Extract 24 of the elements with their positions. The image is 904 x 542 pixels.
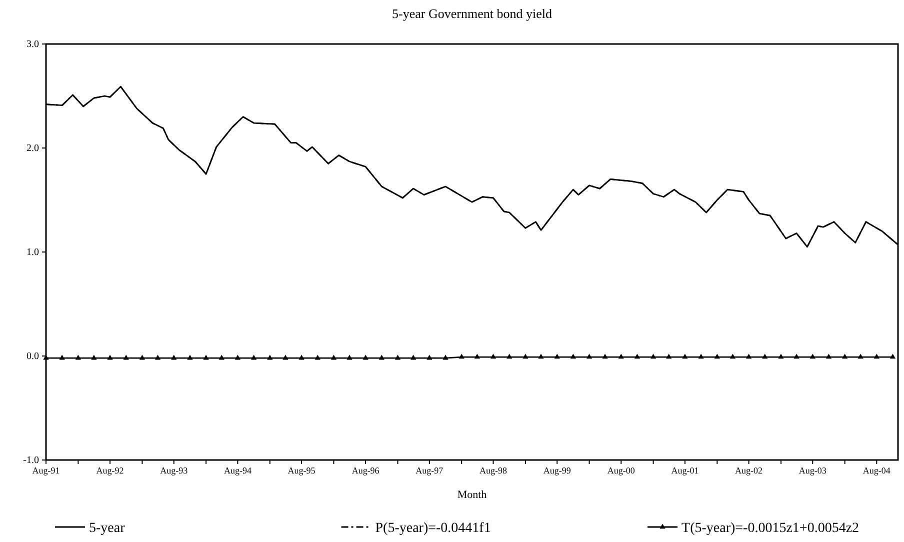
y-tick-label: 3.0 <box>26 39 39 50</box>
x-tick-label: Aug-01 <box>671 465 699 476</box>
y-tick-label: 1.0 <box>26 247 39 258</box>
legend-label: P(5-year)=-0.0441f1 <box>375 521 491 536</box>
x-tick-label: Aug-03 <box>798 465 827 476</box>
x-tick-label: Aug-92 <box>96 465 124 476</box>
x-tick-label: Aug-94 <box>224 465 252 476</box>
x-tick-label: Aug-96 <box>352 465 380 476</box>
x-tick-label: Aug-95 <box>288 465 316 476</box>
chart-title: 5-year Government bond yield <box>392 6 552 21</box>
x-tick-label: Aug-99 <box>543 465 572 476</box>
x-axis-title: Month <box>457 489 488 501</box>
y-tick-label: 2.0 <box>26 143 39 154</box>
x-tick-label: Aug-04 <box>862 465 891 476</box>
legend-label: T(5-year)=-0.0015z1+0.0054z2 <box>682 521 860 536</box>
x-tick-label: Aug-00 <box>607 465 636 476</box>
x-tick-label: Aug-02 <box>735 465 763 476</box>
x-tick-label: Aug-93 <box>160 465 188 476</box>
y-tick-label: 0.0 <box>26 351 39 362</box>
y-tick-label: -1.0 <box>23 455 39 466</box>
x-tick-label: Aug-98 <box>480 465 508 476</box>
legend-label: 5-year <box>89 521 126 536</box>
x-tick-label: Aug-97 <box>416 465 444 476</box>
x-tick-label: Aug-91 <box>32 465 60 476</box>
